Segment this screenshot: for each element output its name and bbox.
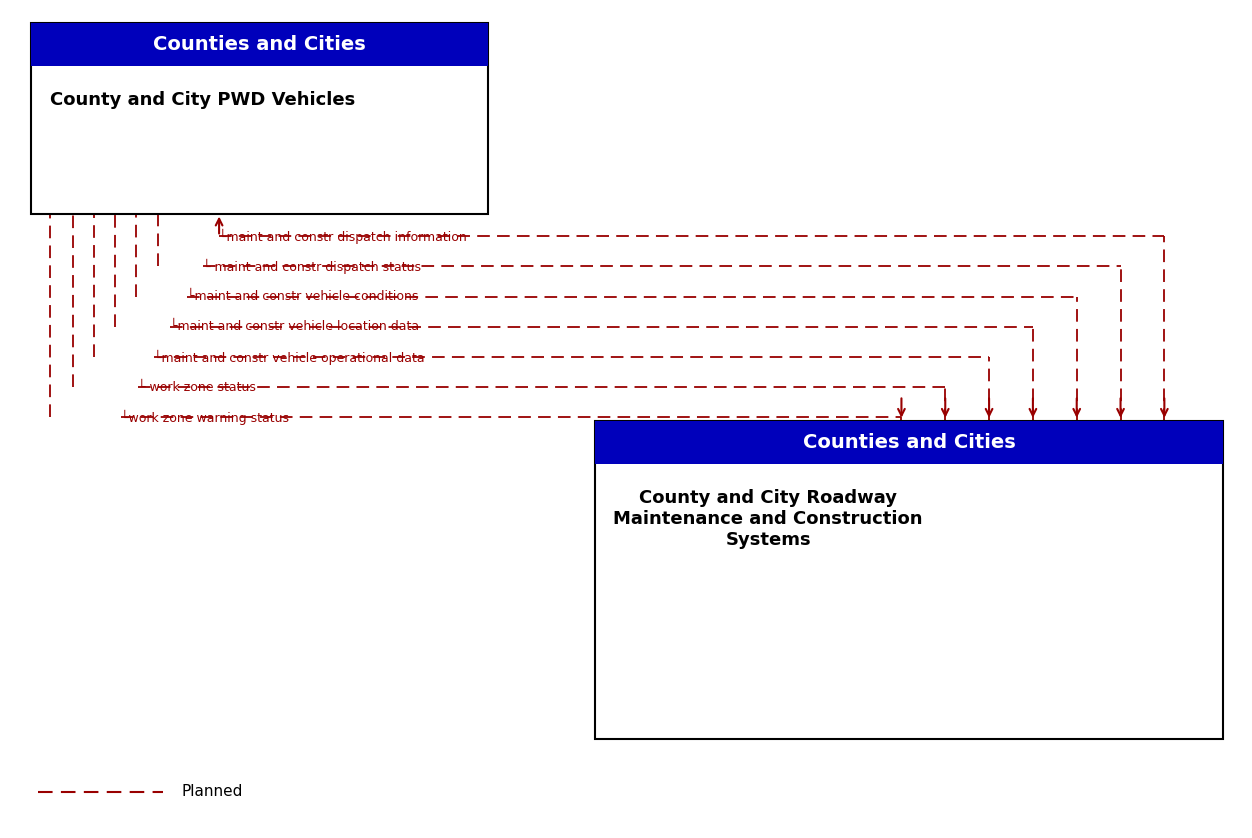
Text: County and City Roadway
Maintenance and Construction
Systems: County and City Roadway Maintenance and … — [613, 489, 923, 549]
Text: Planned: Planned — [182, 784, 243, 799]
Text: └ work zone status: └ work zone status — [138, 380, 255, 394]
Bar — [595, 421, 1223, 464]
Text: └maint and constr vehicle operational data: └maint and constr vehicle operational da… — [154, 349, 424, 365]
Bar — [31, 23, 488, 66]
Text: └maint and constr vehicle conditions: └maint and constr vehicle conditions — [187, 290, 418, 303]
Text: └ maint and constr dispatch status: └ maint and constr dispatch status — [203, 259, 421, 274]
Bar — [595, 421, 1223, 739]
Text: └work zone warning status: └work zone warning status — [121, 410, 289, 425]
Bar — [31, 23, 488, 214]
Text: └maint and constr dispatch information: └maint and constr dispatch information — [219, 229, 467, 244]
Text: Counties and Cities: Counties and Cities — [154, 35, 366, 54]
Text: Counties and Cities: Counties and Cities — [803, 433, 1015, 452]
Text: County and City PWD Vehicles: County and City PWD Vehicles — [50, 91, 356, 109]
Text: └maint and constr vehicle location data: └maint and constr vehicle location data — [170, 320, 419, 334]
